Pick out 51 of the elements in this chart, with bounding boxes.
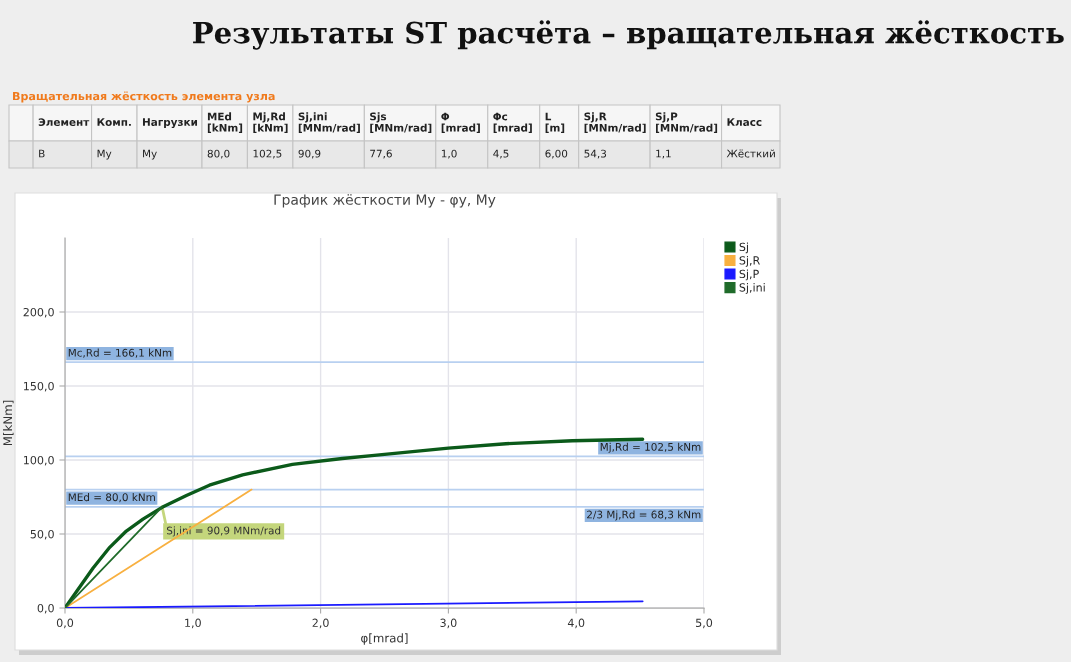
y-axis-title: M[kNm] (3, 400, 14, 446)
x-axis-title: φ[mrad] (361, 633, 408, 645)
ref-line-label: 2/3 Mj,Rd = 68,3 kNm (587, 510, 701, 521)
category-label: MEd [kNm] (207, 112, 243, 133)
text: Жёсткий (726, 149, 775, 158)
text: 1,0 (441, 149, 457, 159)
text: Результаты ST расчёта – вращательная жёсткость (193, 20, 1064, 50)
text: 1,1 (656, 149, 671, 159)
chart-title: График жёсткости My - φy, My (274, 194, 496, 208)
category-label: Комп. (97, 118, 131, 127)
y-tick-label: 100,0 (23, 455, 54, 466)
y-tick-label: 200,0 (23, 307, 54, 318)
text: Вращательная жёсткость элемента узла (13, 91, 275, 103)
text: 54,3 (584, 149, 607, 159)
x-tick-label: 3,0 (440, 618, 457, 629)
text: B (39, 149, 45, 158)
category-label: Mj,Rd [kNm] (253, 112, 288, 133)
x-tick-label: 1,0 (185, 618, 201, 629)
text: 4,5 (493, 149, 509, 159)
category-label: Sjs [MNm/rad] (370, 112, 432, 133)
y-tick-label: 150,0 (23, 381, 54, 392)
ref-line-label: Mc,Rd = 166,1 kNm (68, 348, 172, 358)
category-label: Класс (727, 118, 762, 127)
legend-label: Sj (739, 242, 748, 254)
ref-line-label: MEd = 80,0 kNm (68, 493, 155, 503)
legend-label: Sj,R (739, 255, 760, 267)
category-label: Sj,P [MNm/rad] (655, 112, 718, 133)
category-label: Φ [mrad] (441, 112, 480, 133)
ref-line-label: Mj,Rd = 102,5 kNm (600, 442, 701, 453)
category-label: Sj,R [MNm/rad] (584, 112, 646, 133)
category-label: Элемент (38, 118, 90, 127)
category-label: L [m] (545, 112, 565, 133)
category-label: Sj,ini [MNm/rad] (298, 112, 360, 133)
legend-label: Sj,ini (739, 283, 765, 294)
text: 90,9 (298, 149, 321, 159)
x-tick-label: 2,0 (312, 618, 329, 629)
text: My (143, 149, 157, 160)
text: My (97, 149, 112, 160)
text: 6,00 (545, 149, 568, 159)
x-tick-label: 0,0 (56, 618, 74, 629)
x-tick-label: 5,0 (696, 618, 713, 629)
y-tick-label: 0,0 (37, 603, 54, 614)
category-label: Φc [mrad] (493, 112, 532, 133)
category-label: Нагрузки (142, 118, 198, 129)
text: 102,5 (253, 149, 282, 159)
text: 80,0 (207, 149, 230, 159)
annotation: Sj,ini = 90,9 MNm/rad (166, 526, 281, 537)
y-tick-label: 50,0 (30, 529, 54, 540)
x-tick-label: 4,0 (567, 618, 585, 629)
text: 77,6 (370, 149, 392, 159)
legend-label: Sj,P (739, 269, 759, 281)
